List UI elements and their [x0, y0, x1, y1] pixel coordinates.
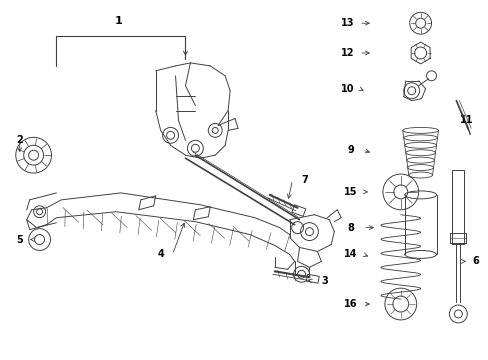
Text: 16: 16	[344, 299, 357, 309]
Ellipse shape	[404, 191, 436, 199]
Text: 3: 3	[320, 276, 327, 286]
Bar	[291, 205, 305, 216]
Text: 8: 8	[347, 222, 354, 233]
Text: 15: 15	[344, 187, 357, 197]
Text: 12: 12	[340, 48, 353, 58]
Text: 9: 9	[347, 145, 354, 155]
Text: 11: 11	[459, 116, 472, 126]
Ellipse shape	[404, 251, 436, 258]
Text: 14: 14	[344, 249, 357, 260]
Text: 13: 13	[340, 18, 353, 28]
Text: 2: 2	[16, 135, 23, 145]
Text: 1: 1	[115, 16, 122, 26]
Bar	[449, 233, 466, 243]
Text: 5: 5	[16, 234, 23, 244]
Text: 6: 6	[472, 256, 479, 266]
Text: 10: 10	[340, 84, 353, 94]
Text: 4: 4	[157, 249, 163, 260]
Text: 7: 7	[301, 175, 307, 185]
Bar	[305, 274, 319, 283]
